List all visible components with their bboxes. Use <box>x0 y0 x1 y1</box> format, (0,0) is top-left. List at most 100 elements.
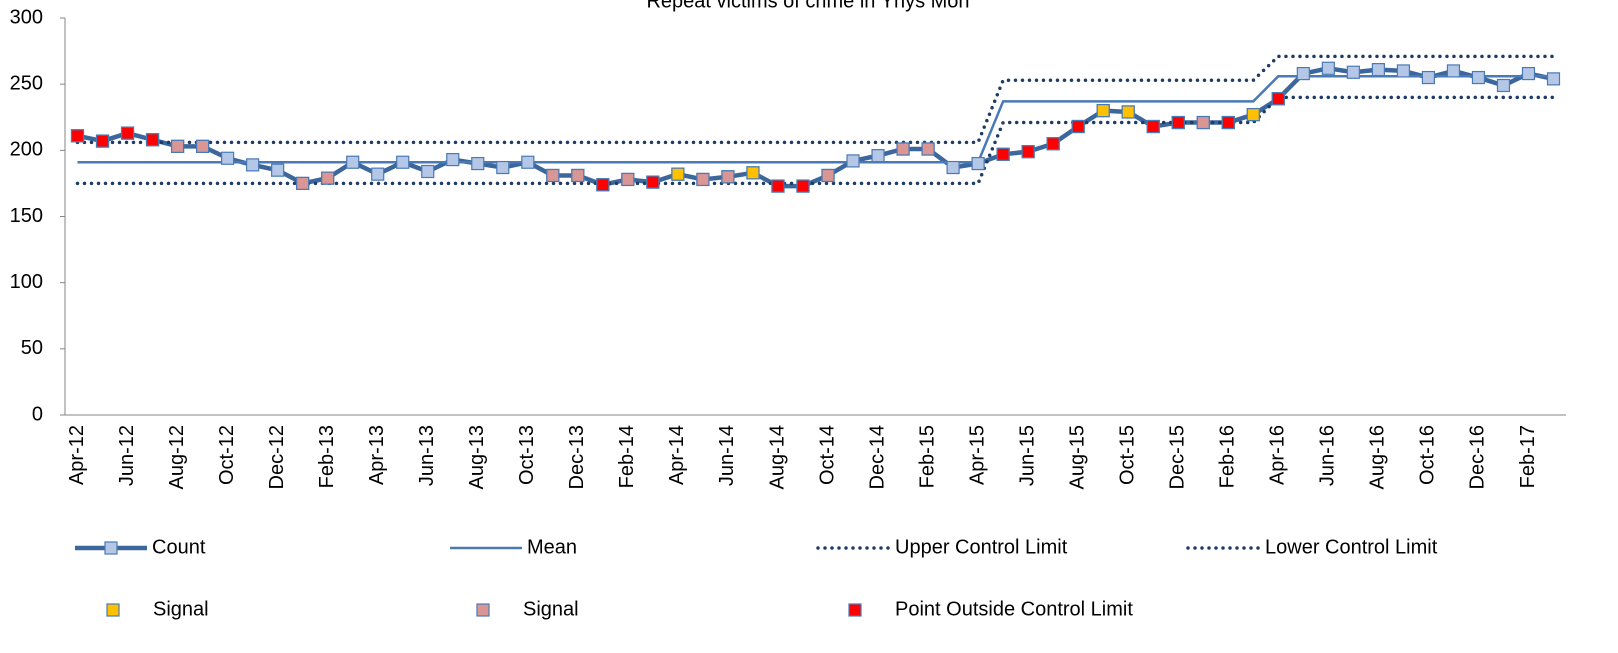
legend-swatch <box>104 541 118 555</box>
data-point <box>1296 66 1310 81</box>
data-point <box>1521 66 1536 81</box>
data-point <box>946 160 960 175</box>
legend-label: Point Outside Control Limit <box>895 598 1133 620</box>
x-tick-label: Aug-15 <box>1066 425 1088 490</box>
data-point <box>421 164 435 179</box>
x-tick-label: Aug-16 <box>1367 425 1389 490</box>
data-point <box>671 167 685 181</box>
data-point <box>1496 78 1511 93</box>
data-point <box>821 168 835 183</box>
data-point <box>70 129 85 143</box>
legend-label: Signal <box>523 598 579 620</box>
data-point <box>521 155 535 169</box>
y-tick-label: 300 <box>10 6 43 28</box>
data-point <box>1096 104 1110 118</box>
x-tick-label: Oct-12 <box>216 425 238 485</box>
y-tick-label: 0 <box>32 403 43 425</box>
x-tick-label: Aug-14 <box>766 425 788 490</box>
data-point <box>646 175 660 189</box>
series-line <box>77 66 1554 189</box>
data-point <box>271 163 285 177</box>
x-tick-label: Apr-13 <box>366 425 388 485</box>
data-point <box>1471 70 1486 85</box>
x-tick-label: Apr-15 <box>966 425 988 485</box>
data-point <box>471 156 485 171</box>
data-point <box>621 172 635 187</box>
data-point <box>1446 64 1461 78</box>
data-point <box>296 176 310 191</box>
x-tick-label: Apr-16 <box>1267 425 1289 485</box>
y-tick-label: 100 <box>10 271 43 293</box>
x-tick-label: Oct-16 <box>1417 425 1439 485</box>
series-line <box>75 95 1556 186</box>
data-point <box>546 168 560 183</box>
data-point <box>796 179 810 193</box>
data-point <box>1196 115 1210 130</box>
x-tick-label: Apr-14 <box>666 425 688 485</box>
x-tick-label: Dec-12 <box>266 425 288 489</box>
legend-label: Lower Control Limit <box>1265 536 1438 558</box>
data-point <box>996 147 1010 161</box>
data-point <box>1146 119 1160 134</box>
data-point <box>1071 119 1085 134</box>
data-point <box>1046 137 1060 151</box>
data-point <box>120 126 135 140</box>
data-point <box>771 179 785 193</box>
y-tick-label: 50 <box>21 337 43 359</box>
x-tick-label: Oct-13 <box>516 425 538 485</box>
data-point <box>346 155 360 169</box>
legend-label: Signal <box>153 598 209 620</box>
data-point <box>1546 72 1561 86</box>
data-point <box>1221 115 1235 130</box>
x-tick-label: Dec-16 <box>1467 425 1489 489</box>
x-tick-label: Jun-14 <box>716 425 738 486</box>
legend-label: Count <box>152 536 206 558</box>
y-tick-label: 250 <box>10 72 43 94</box>
x-tick-label: Feb-13 <box>316 425 338 488</box>
data-point <box>1421 70 1436 85</box>
x-tick-label: Feb-14 <box>616 425 638 488</box>
legend-swatch <box>476 603 490 617</box>
data-point <box>321 171 335 185</box>
data-point <box>871 149 885 163</box>
y-tick-label: 200 <box>10 139 43 161</box>
x-tick-label: Jun-16 <box>1317 425 1339 486</box>
x-tick-label: Dec-15 <box>1167 425 1189 489</box>
data-point <box>145 133 160 147</box>
data-point <box>1246 108 1260 122</box>
x-tick-label: Feb-17 <box>1517 425 1539 488</box>
x-tick-label: Dec-13 <box>566 425 588 489</box>
data-point <box>246 158 260 172</box>
x-tick-label: Jun-13 <box>416 425 438 486</box>
series-line <box>77 74 1554 164</box>
data-point <box>1271 92 1285 106</box>
x-tick-label: Apr-12 <box>66 425 88 485</box>
x-tick-label: Oct-15 <box>1116 425 1138 485</box>
y-tick-label: 150 <box>10 205 43 227</box>
x-tick-label: Aug-13 <box>466 425 488 490</box>
data-point <box>170 139 185 153</box>
legend-label: Upper Control Limit <box>895 536 1068 558</box>
data-point <box>496 160 510 175</box>
data-point <box>896 142 910 156</box>
data-point <box>1021 145 1035 159</box>
legend-swatch <box>106 603 120 617</box>
series-line <box>75 54 1556 145</box>
data-point <box>746 166 760 180</box>
legend-swatch <box>848 603 862 617</box>
x-tick-label: Oct-14 <box>816 425 838 485</box>
data-point <box>1121 105 1135 119</box>
x-tick-label: Jun-12 <box>116 425 138 486</box>
data-point <box>696 172 710 187</box>
x-tick-label: Jun-15 <box>1016 425 1038 486</box>
data-point <box>721 170 735 184</box>
chart-title: Repeat victims of crime in Ynys Mon <box>646 0 969 12</box>
data-point <box>1171 115 1185 130</box>
x-tick-label: Aug-12 <box>166 425 188 490</box>
x-tick-label: Feb-15 <box>916 425 938 488</box>
x-tick-label: Feb-16 <box>1217 425 1239 488</box>
data-point <box>396 155 410 169</box>
legend-label: Mean <box>527 536 577 558</box>
data-point <box>571 168 585 183</box>
